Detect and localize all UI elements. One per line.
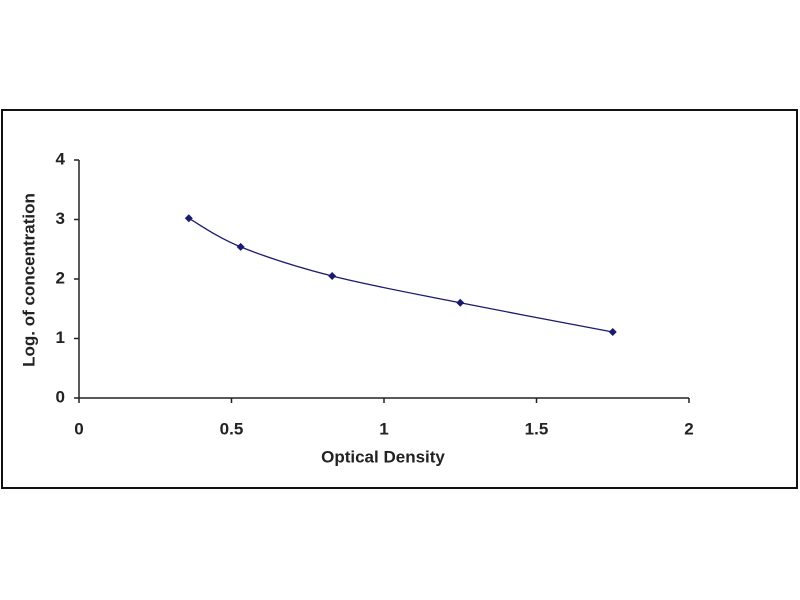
y-axis-label: Log. of concentration <box>19 193 38 367</box>
x-tick-label: 2 <box>684 419 693 438</box>
point <box>184 214 193 223</box>
point <box>456 298 465 307</box>
y-tick-label: 0 <box>56 387 65 406</box>
curve <box>188 217 613 333</box>
y-tick-label: 2 <box>56 268 65 287</box>
x-tick-label: 0 <box>74 419 83 438</box>
x-tick-label: 1.5 <box>525 419 549 438</box>
point <box>236 242 245 251</box>
y-tick-label: 3 <box>56 209 65 228</box>
chart-frame <box>1 109 798 489</box>
y-tick-label: 4 <box>56 149 66 168</box>
x-tick-label: 0.5 <box>220 419 244 438</box>
y-tick-label: 1 <box>56 328 65 347</box>
x-tick-label: 1 <box>379 419 388 438</box>
x-axis-label: Optical Density <box>321 447 445 466</box>
point <box>328 272 337 281</box>
point <box>608 327 617 336</box>
